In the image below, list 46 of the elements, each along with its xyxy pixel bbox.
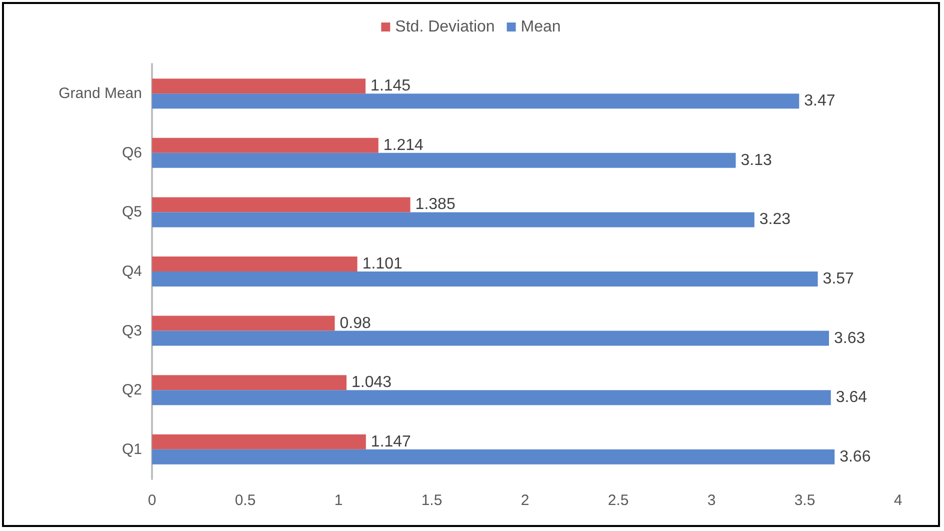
y-tick-label: Q5 — [122, 204, 142, 221]
y-tick-label: Q4 — [122, 263, 142, 280]
data-label: 3.47 — [804, 92, 836, 110]
data-label: 0.98 — [340, 314, 372, 332]
data-label: 3.64 — [836, 389, 868, 406]
data-label: 3.23 — [759, 211, 791, 228]
data-label: 1.147 — [370, 433, 412, 450]
x-tick-label: 1.5 — [421, 492, 442, 509]
bar — [152, 152, 736, 168]
bar — [152, 94, 800, 109]
data-label: 3.66 — [840, 448, 871, 466]
x-tick-label: 2.5 — [608, 492, 629, 509]
bar — [152, 197, 410, 212]
y-tick-label: Grand Mean — [58, 85, 142, 102]
bar — [152, 138, 378, 153]
x-tick-label: 0 — [148, 492, 156, 509]
bar — [152, 330, 829, 346]
bar — [152, 434, 366, 450]
data-label: 3.57 — [822, 270, 854, 288]
data-label: 1.145 — [370, 78, 411, 95]
x-tick-label: 3.5 — [794, 492, 816, 509]
bar — [152, 256, 358, 272]
bar — [152, 212, 754, 228]
bar — [152, 375, 347, 390]
y-tick-label: Q1 — [122, 440, 142, 458]
bar — [152, 390, 831, 406]
data-label: 1.385 — [415, 196, 456, 214]
x-tick-label: 4 — [894, 492, 902, 509]
x-tick-label: 2 — [520, 492, 530, 509]
data-label: 3.13 — [740, 152, 772, 169]
x-tick-label: 0.5 — [234, 492, 256, 509]
bar — [152, 78, 366, 94]
y-tick-label: Q3 — [122, 322, 142, 340]
bar — [152, 449, 835, 464]
data-label: 3.63 — [834, 330, 866, 347]
x-tick-label: 3 — [707, 492, 716, 509]
x-tick-label: 1 — [334, 492, 343, 509]
y-tick-label: Q2 — [122, 382, 142, 399]
data-label: 1.043 — [352, 374, 392, 392]
bar — [152, 272, 818, 286]
data-label: 1.214 — [383, 136, 424, 154]
data-label: 1.101 — [362, 256, 402, 272]
bar — [152, 316, 335, 331]
legend-label: Mean — [520, 18, 561, 36]
legend-label: Std. Deviation — [395, 18, 495, 36]
y-tick-label: Q6 — [122, 144, 142, 162]
